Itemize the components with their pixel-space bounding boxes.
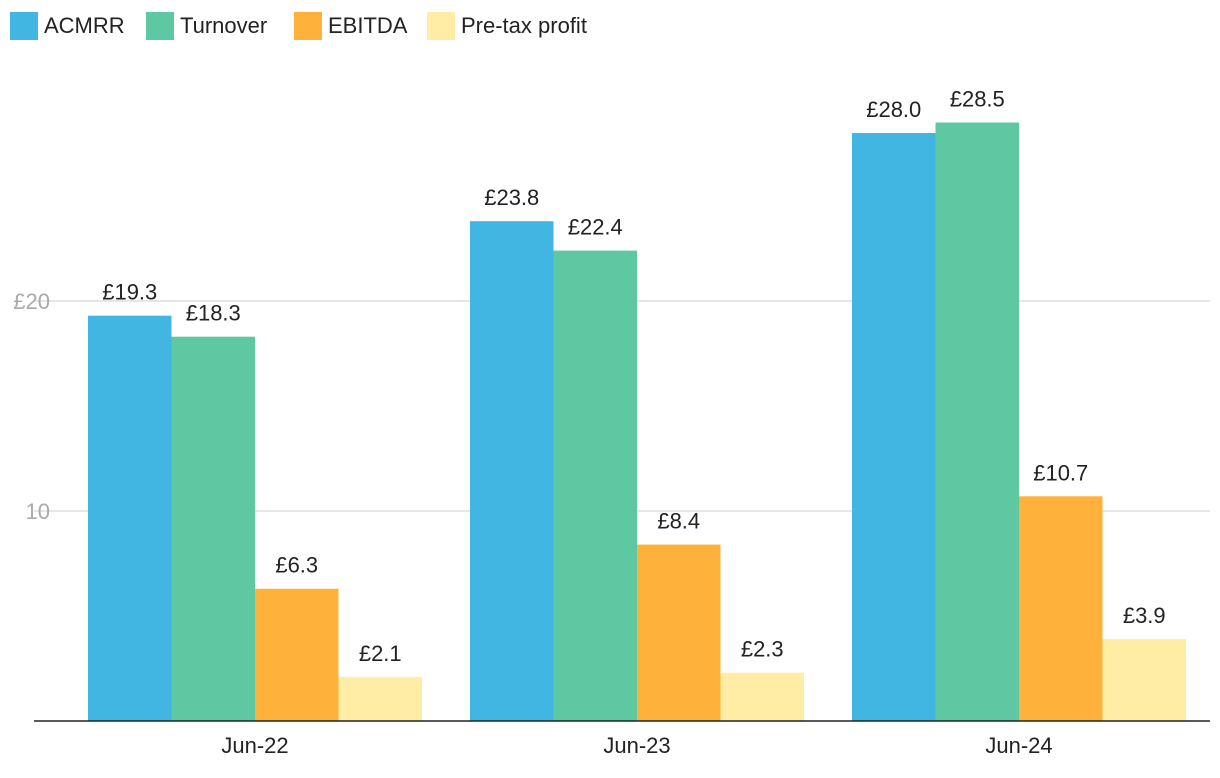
bar-0-0 bbox=[88, 315, 172, 721]
data-label-1-2: £28.5 bbox=[950, 87, 1005, 112]
bar-1-0 bbox=[171, 336, 255, 721]
bar-3-2 bbox=[1102, 639, 1186, 721]
bar-0-1 bbox=[470, 221, 554, 721]
bar-3-1 bbox=[720, 672, 804, 721]
legend-label-1: Turnover bbox=[180, 13, 267, 38]
y-tick-label-1: £20 bbox=[13, 289, 50, 314]
bar-0-2 bbox=[852, 133, 936, 721]
x-axis: Jun-22 Jun-23 Jun-24 bbox=[221, 733, 1052, 758]
y-tick-label-0: 10 bbox=[26, 499, 50, 524]
data-label-2-0: £6.3 bbox=[275, 553, 318, 578]
data-label-1-1: £22.4 bbox=[568, 215, 623, 240]
data-label-0-1: £23.8 bbox=[484, 185, 539, 210]
x-tick-label-1: Jun-23 bbox=[603, 733, 670, 758]
data-label-3-0: £2.1 bbox=[359, 641, 402, 666]
bar-2-2 bbox=[1019, 496, 1103, 721]
legend-label-3: Pre-tax profit bbox=[461, 13, 587, 38]
legend-swatch-0 bbox=[10, 12, 38, 40]
bar-3-0 bbox=[338, 676, 422, 721]
legend-label-0: ACMRR bbox=[44, 13, 125, 38]
bar-2-1 bbox=[637, 544, 721, 721]
data-label-2-1: £8.4 bbox=[657, 509, 700, 534]
y-axis: 10 £20 bbox=[13, 289, 50, 524]
x-tick-label-2: Jun-24 bbox=[985, 733, 1052, 758]
bar-1-2 bbox=[935, 122, 1019, 721]
data-label-0-2: £28.0 bbox=[866, 97, 921, 122]
legend-swatch-1 bbox=[146, 12, 174, 40]
data-labels: £19.3 £18.3 £6.3 £2.1 £23.8 £22.4 £8.4 £2.3 £28.… bbox=[102, 87, 1165, 666]
legend-label-2: EBITDA bbox=[328, 13, 408, 38]
legend-swatch-3 bbox=[427, 12, 455, 40]
data-label-1-0: £18.3 bbox=[186, 301, 241, 326]
bar-1-1 bbox=[553, 250, 637, 721]
data-label-0-0: £19.3 bbox=[102, 280, 157, 305]
x-tick-label-0: Jun-22 bbox=[221, 733, 288, 758]
data-label-3-2: £3.9 bbox=[1123, 603, 1166, 628]
data-label-3-1: £2.3 bbox=[741, 637, 784, 662]
data-label-2-2: £10.7 bbox=[1033, 460, 1088, 485]
bar-2-0 bbox=[255, 588, 339, 721]
legend-swatch-2 bbox=[294, 12, 322, 40]
legend: ACMRR Turnover EBITDA Pre-tax profit bbox=[10, 12, 587, 40]
bars bbox=[88, 122, 1186, 721]
